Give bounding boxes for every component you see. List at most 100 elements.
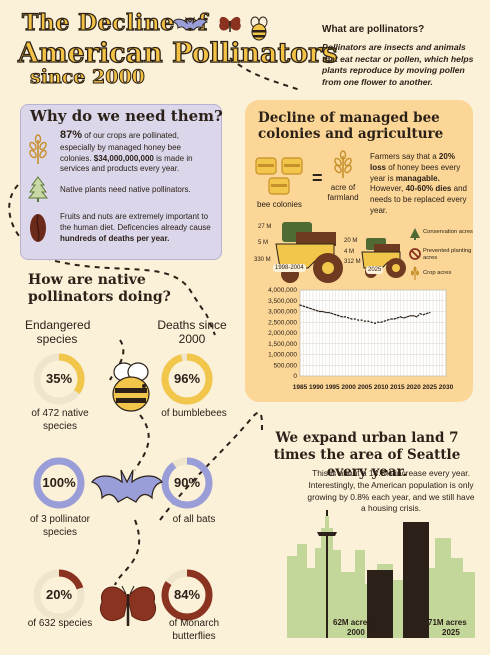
farmers-b1: 20% loss — [370, 152, 455, 172]
bat-icon — [172, 16, 208, 31]
chart-data-point — [425, 312, 428, 315]
chart-data-point — [318, 310, 321, 313]
stat-description: of all bats — [172, 514, 216, 525]
farmers-text: Farmers say that a 20% loss of honey bee… — [370, 152, 470, 217]
chart-data-point — [328, 311, 330, 314]
why-item-crops: 87% of our crops are pollinated, especia… — [60, 128, 212, 175]
chart-data-point — [409, 315, 412, 317]
pine-tree-icon — [28, 176, 48, 202]
stat-ring — [160, 456, 214, 510]
tractor-2-bottom-value: 312 M — [344, 259, 361, 265]
chart-x-tick-label: 2020 — [406, 384, 421, 391]
chart-y-tick-label: 3,000,000 — [268, 309, 297, 316]
chart-data-point — [364, 320, 366, 322]
chart-y-tick-label: 0 — [293, 373, 297, 380]
wheat-acre-icon — [334, 150, 352, 178]
chart-data-point — [305, 306, 308, 308]
chart-data-point — [347, 317, 350, 319]
crops-percent: 87% — [60, 129, 83, 141]
chart-x-tick-label: 1995 — [325, 384, 340, 391]
chart-y-tick-label: 1,000,000 — [268, 352, 297, 359]
chart-x-tick-label: 2010 — [374, 384, 389, 391]
chart-data-point — [370, 321, 373, 323]
urban-2000-acres: 62M acres — [333, 618, 372, 627]
chart-data-point — [299, 304, 301, 306]
bee-colonies-icon — [255, 157, 303, 195]
tree-legend-icon — [410, 228, 420, 240]
chart-data-point — [393, 318, 395, 320]
chart-y-tick-label: 500,000 — [274, 362, 298, 369]
crops-text-2: is made in services and products every y… — [60, 153, 193, 174]
chart-data-point — [429, 311, 431, 314]
chart-data-point — [406, 316, 408, 318]
chart-data-point — [338, 315, 340, 317]
fruits-text: Fruits and nuts are extremely important … — [60, 212, 211, 232]
stat-percent: 35% — [45, 371, 73, 386]
chart-data-point — [357, 319, 360, 321]
tractor-1-label: 1998-2004 — [273, 264, 306, 272]
urban-text: This is about a 14.3% increase every yea… — [307, 468, 475, 514]
stat-description: of 472 native species — [31, 408, 89, 432]
bee-colonies-line-chart: 4,000,000 3,500,000 3,000,000 2,500,000 2,00… — [268, 287, 454, 391]
urban-2025-year: 2025 — [442, 628, 460, 637]
chart-data-point — [396, 317, 399, 319]
chart-data-point — [386, 319, 389, 321]
decline-heading: Decline of managed bee colonies and agri… — [258, 110, 444, 143]
chart-data-point — [344, 316, 347, 318]
acre-label: acre of farmland — [327, 183, 359, 202]
progress-ring — [33, 457, 85, 509]
why-card — [20, 104, 222, 260]
why-heading: Why do we need them? — [30, 107, 223, 125]
legend-crop: Crop acres — [423, 270, 452, 276]
stat-ring — [160, 568, 214, 622]
farmers-b2: managable. — [395, 173, 440, 183]
city-skyline-illustration — [287, 510, 475, 638]
endangered-heading: Endangered species — [25, 318, 91, 347]
tractor-1-bottom-value: 330 M — [254, 257, 271, 263]
tractor-2-label: 2025 — [366, 266, 384, 274]
butterfly-illustration-icon — [100, 585, 156, 626]
chart-data-point — [322, 310, 324, 313]
chart-x-tick-label: 2015 — [390, 384, 405, 391]
title-line-3: since 2000 — [30, 66, 146, 89]
legend-prevented: Prevented planting acres — [423, 248, 472, 261]
urban-2000-year: 2000 — [347, 628, 365, 637]
equals-sign: = — [312, 168, 323, 188]
stat-percent: 90% — [173, 475, 201, 490]
chart-data-point — [309, 307, 311, 309]
stat-ring — [32, 568, 86, 622]
tractor-1-mid-value: 5 M — [258, 240, 269, 246]
chart-data-point — [312, 308, 314, 311]
native-heading: How are native pollinators doing? — [28, 272, 171, 305]
chart-data-point — [315, 309, 317, 312]
bee-colonies-label: bee colonies — [257, 200, 302, 209]
tractor-2-top-value: 20 M — [344, 238, 358, 244]
pollinators-heading: What are pollinators? — [322, 24, 425, 35]
chart-data-point — [412, 315, 415, 317]
why-item-native-plants: Native plants need native pollinators. — [60, 185, 191, 194]
stat-ring — [32, 456, 86, 510]
tractor-small-icon — [361, 238, 406, 278]
progress-ring — [161, 569, 213, 621]
stat-ring — [160, 352, 214, 406]
title-line-2: American Pollinators — [17, 37, 338, 69]
chart-x-tick-label: 1990 — [309, 384, 324, 391]
chart-data-point — [334, 314, 337, 316]
progress-ring — [33, 569, 85, 621]
stat-percent: 100% — [42, 475, 76, 490]
chart-data-point — [377, 321, 379, 323]
prohibited-legend-icon — [409, 248, 421, 260]
chart-data-point — [367, 320, 369, 322]
chart-y-tick-label: 4,000,000 — [268, 287, 297, 294]
tractor-large-icon — [275, 222, 343, 283]
stat-description: of bumblebees — [161, 408, 227, 419]
progress-ring — [161, 353, 213, 405]
farmers-t4: and needs to be replaced every year. — [370, 184, 467, 215]
deaths-heading: Deaths since 2000 — [157, 318, 227, 347]
bee-illustration-icon — [112, 362, 150, 412]
chart-data-point — [341, 316, 343, 318]
chart-data-point — [399, 316, 402, 318]
progress-ring — [161, 457, 213, 509]
farmers-t1: Farmers say that a — [370, 152, 439, 161]
